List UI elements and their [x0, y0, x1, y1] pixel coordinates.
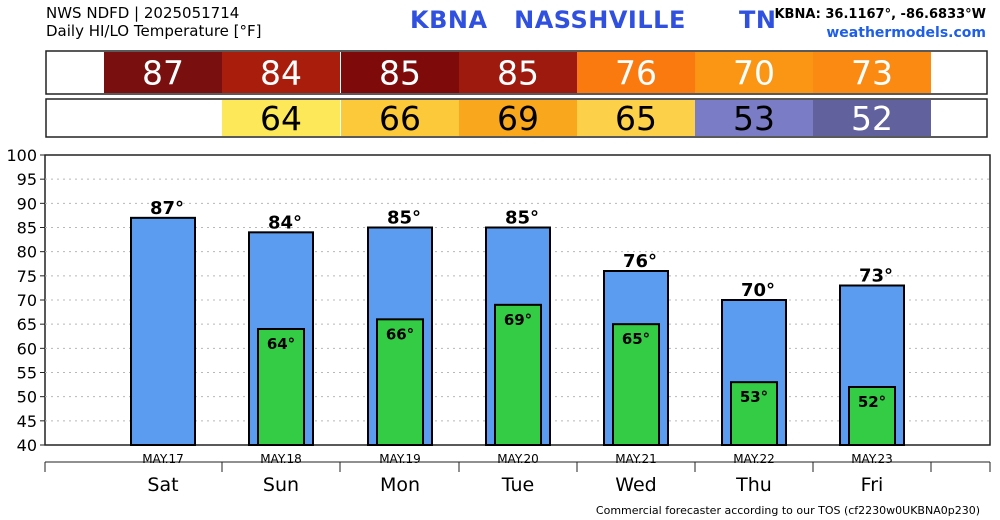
- lo-bar: [257, 328, 305, 446]
- y-tick-label: 55: [17, 364, 37, 383]
- lo-strip-cell: [459, 100, 577, 136]
- hi-label: 76°: [623, 251, 657, 272]
- date-label: MAY.18: [260, 452, 302, 466]
- hi-strip-cell: [813, 52, 931, 93]
- day-label: Fri: [861, 474, 884, 496]
- hi-strip-cell: [222, 52, 340, 93]
- lo-strip-value: 52: [851, 99, 893, 138]
- y-tick-label: 75: [17, 267, 37, 286]
- lo-strip-value: 66: [379, 99, 421, 138]
- date-label: MAY.21: [615, 452, 657, 466]
- footer-note: Commercial forecaster according to our T…: [595, 504, 980, 517]
- lo-strip-cell: [695, 100, 813, 136]
- model-run-label: NWS NDFD | 2025051714: [46, 4, 240, 22]
- hi-strip-value: 87: [142, 54, 184, 93]
- hi-label: 87°: [150, 198, 184, 219]
- lo-label: 64°: [267, 335, 295, 353]
- day-label: Tue: [501, 474, 534, 496]
- hi-strip-cell: [577, 52, 695, 93]
- y-tick-label: 95: [17, 170, 37, 189]
- day-label: Sat: [147, 474, 178, 496]
- hi-strip-value: 85: [497, 54, 539, 93]
- hi-strip-cell: [695, 52, 813, 93]
- y-tick-label: 70: [17, 291, 37, 310]
- station-coordinates: KBNA: 36.1167°, -86.6833°W: [774, 7, 986, 22]
- lo-strip-cell: [813, 100, 931, 136]
- lo-strip-value: 64: [260, 99, 302, 138]
- day-label: Wed: [615, 474, 656, 496]
- hi-strip-value: 85: [379, 54, 421, 93]
- lo-bar: [730, 381, 778, 446]
- day-label: Sun: [263, 474, 299, 496]
- hi-label: 85°: [387, 208, 421, 229]
- hi-strip-value: 76: [615, 54, 657, 93]
- hi-strip-cell: [341, 52, 459, 93]
- lo-strip-value: 69: [497, 99, 539, 138]
- lo-bar: [612, 323, 660, 446]
- y-tick-label: 85: [17, 219, 37, 238]
- lo-strip-cell: [222, 100, 340, 136]
- chart-header-left: NWS NDFD | 2025051714 Daily HI/LO Temper…: [46, 4, 262, 40]
- hi-strip-value: 84: [260, 54, 302, 93]
- lo-bar: [376, 318, 424, 447]
- hi-label: 85°: [505, 208, 539, 229]
- y-tick-label: 65: [17, 315, 37, 334]
- y-tick-label: 45: [17, 412, 37, 431]
- y-tick-label: 50: [17, 388, 37, 407]
- y-tick-label: 60: [17, 339, 37, 358]
- lo-strip-cell: [341, 100, 459, 136]
- lo-label: 53°: [740, 388, 768, 406]
- y-tick-label: 40: [17, 436, 37, 455]
- date-label: MAY.17: [142, 452, 184, 466]
- lo-label: 66°: [386, 325, 414, 343]
- y-tick-label: 100: [6, 146, 37, 165]
- variable-label: Daily HI/LO Temperature [°F]: [46, 22, 262, 40]
- lo-bar: [494, 303, 542, 447]
- hi-bar: [130, 216, 196, 446]
- lo-label: 52°: [858, 393, 886, 411]
- lo-strip-value: 53: [733, 99, 775, 138]
- day-label: Thu: [735, 474, 772, 496]
- date-label: MAY.20: [497, 452, 539, 466]
- day-label: Mon: [380, 474, 420, 496]
- lo-label: 69°: [504, 311, 532, 329]
- hi-strip-cell: [459, 52, 577, 93]
- date-label: MAY.19: [379, 452, 421, 466]
- hi-label: 70°: [741, 280, 775, 301]
- lo-label: 65°: [622, 330, 650, 348]
- hi-strip-value: 70: [733, 54, 775, 93]
- lo-strip-value: 65: [615, 99, 657, 138]
- date-label: MAY.23: [851, 452, 893, 466]
- station-title: KBNA NASSHVILLE TN: [410, 6, 777, 34]
- y-tick-label: 80: [17, 243, 37, 262]
- hi-strip-cell: [104, 52, 222, 93]
- hi-label: 73°: [859, 266, 893, 287]
- hi-label: 84°: [268, 212, 302, 233]
- y-tick-label: 90: [17, 194, 37, 213]
- lo-bar: [848, 386, 896, 446]
- lo-strip-cell: [577, 100, 695, 136]
- hi-strip-value: 73: [851, 54, 893, 93]
- chart-header-right: KBNA: 36.1167°, -86.6833°W weathermodels…: [774, 5, 986, 43]
- date-label: MAY.22: [733, 452, 775, 466]
- site-link[interactable]: weathermodels.com: [826, 25, 986, 41]
